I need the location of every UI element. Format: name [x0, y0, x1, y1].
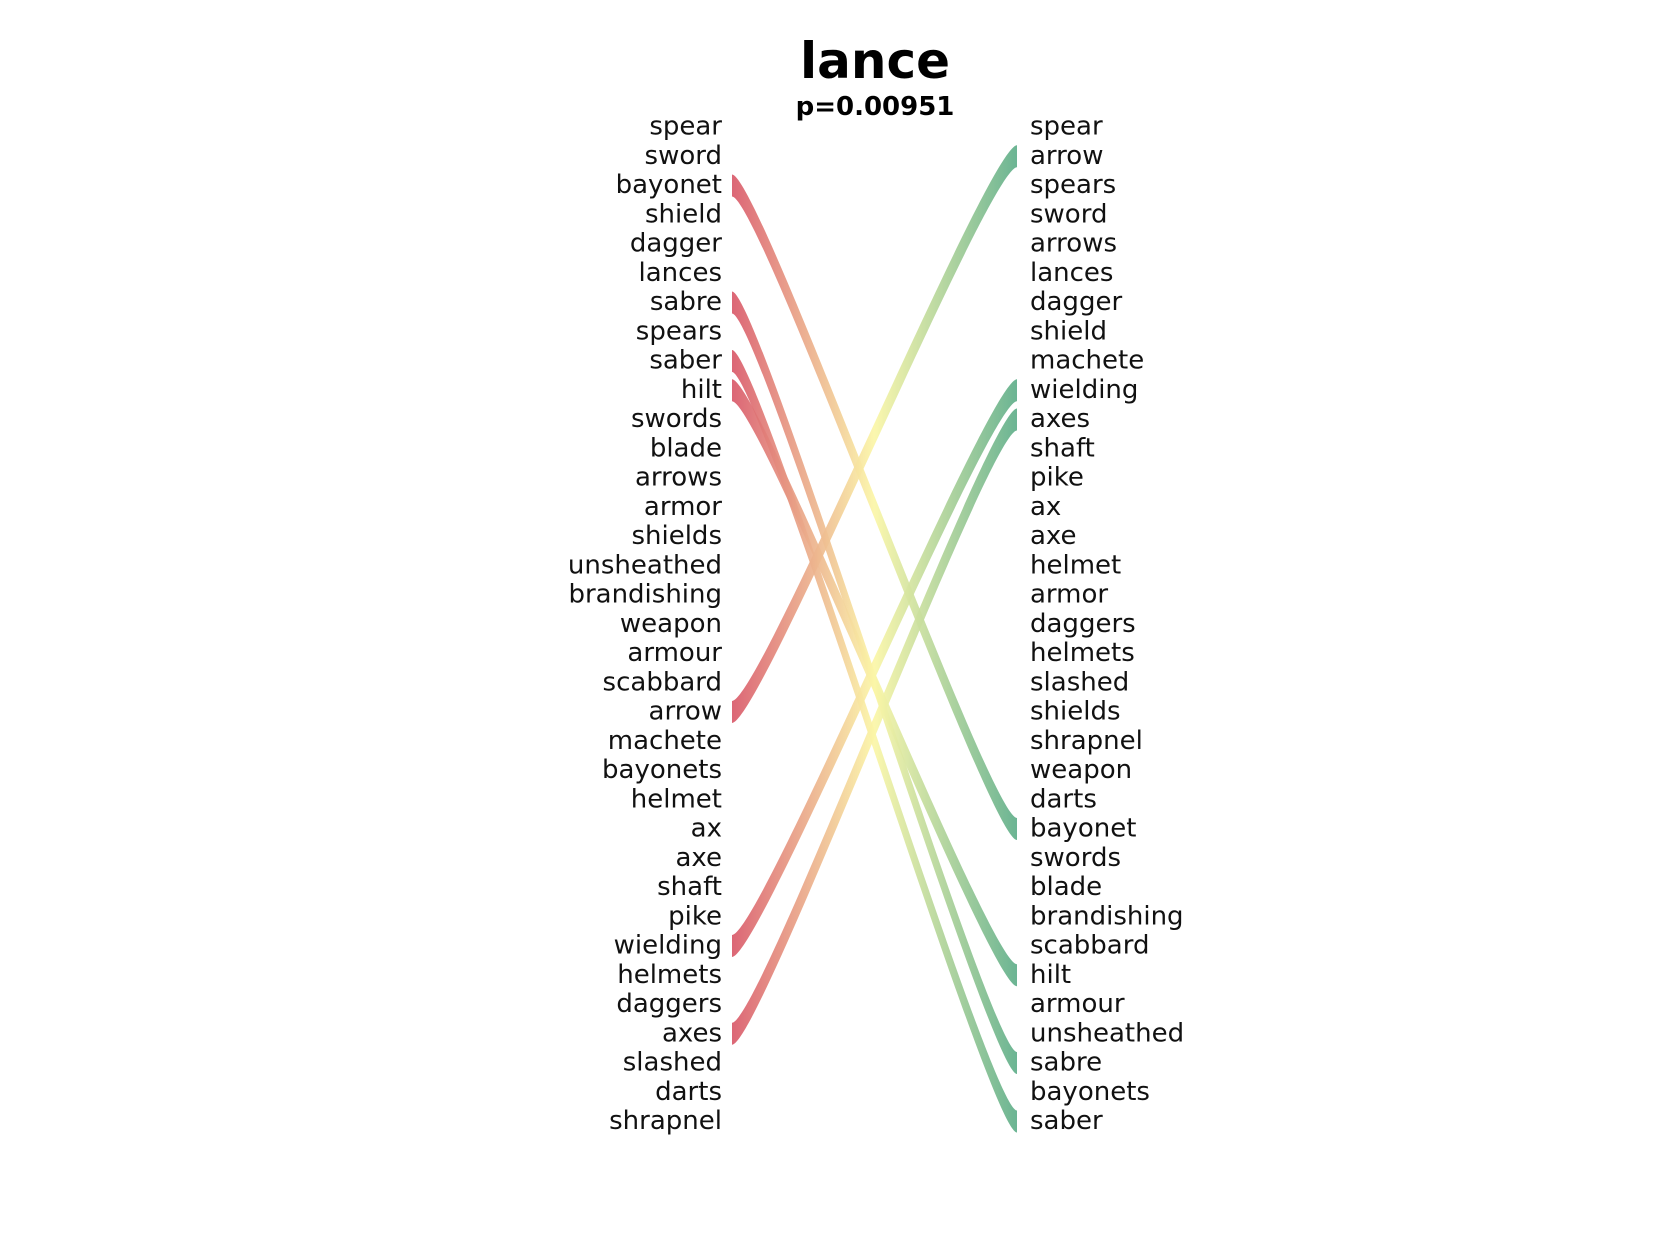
right-word-axes: axes: [1030, 404, 1090, 434]
left-word-pike: pike: [668, 901, 722, 931]
right-word-axe: axe: [1030, 521, 1077, 551]
left-word-weapon: weapon: [620, 609, 722, 639]
right-word-dagger: dagger: [1030, 287, 1122, 317]
right-word-arrow: arrow: [1030, 141, 1103, 171]
right-word-arrows: arrows: [1030, 229, 1117, 259]
left-word-slashed: slashed: [623, 1048, 722, 1078]
left-word-lances: lances: [639, 258, 722, 288]
left-word-spears: spears: [636, 316, 722, 346]
left-word-swords: swords: [631, 404, 722, 434]
left-word-scabbard: scabbard: [603, 667, 722, 697]
right-word-sabre: sabre: [1030, 1048, 1102, 1078]
right-word-hilt: hilt: [1030, 960, 1071, 990]
left-word-brandishing: brandishing: [568, 580, 722, 610]
right-word-pike: pike: [1030, 463, 1084, 493]
left-word-arrow: arrow: [649, 697, 722, 727]
right-word-weapon: weapon: [1030, 755, 1132, 785]
right-word-spear: spear: [1030, 112, 1103, 142]
ribbon-hilt: [732, 379, 1017, 987]
left-word-ax: ax: [691, 814, 722, 844]
left-word-daggers: daggers: [616, 989, 722, 1019]
right-word-slashed: slashed: [1030, 667, 1129, 697]
left-word-axes: axes: [662, 1018, 722, 1048]
right-word-darts: darts: [1030, 784, 1097, 814]
right-word-lances: lances: [1030, 258, 1113, 288]
right-word-column: speararrowspearsswordarrowslancesdaggers…: [1030, 112, 1184, 1137]
left-word-blade: blade: [650, 433, 722, 463]
left-word-wielding: wielding: [614, 931, 722, 961]
right-word-blade: blade: [1030, 872, 1102, 902]
left-word-bayonet: bayonet: [616, 170, 722, 200]
left-word-helmet: helmet: [631, 784, 722, 814]
left-word-hilt: hilt: [681, 375, 722, 405]
right-word-machete: machete: [1030, 346, 1144, 376]
left-word-armour: armour: [627, 638, 722, 668]
left-word-dagger: dagger: [630, 229, 722, 259]
left-word-sword: sword: [645, 141, 722, 171]
right-word-unsheathed: unsheathed: [1030, 1018, 1184, 1048]
left-word-shrapnel: shrapnel: [609, 1106, 722, 1136]
right-word-daggers: daggers: [1030, 609, 1136, 639]
right-word-helmets: helmets: [1030, 638, 1135, 668]
left-word-arrows: arrows: [635, 463, 722, 493]
left-word-helmets: helmets: [617, 960, 722, 990]
ribbon-arrow: [732, 145, 1017, 723]
right-word-brandishing: brandishing: [1030, 901, 1184, 931]
ribbons: [732, 145, 1017, 1133]
left-word-shield: shield: [645, 199, 722, 229]
right-word-saber: saber: [1030, 1106, 1103, 1136]
left-word-shields: shields: [631, 521, 722, 551]
right-word-shield: shield: [1030, 316, 1107, 346]
left-word-spear: spear: [649, 112, 722, 142]
right-word-shaft: shaft: [1030, 433, 1095, 463]
left-word-column: spearswordbayonetshielddaggerlancessabre…: [568, 112, 722, 1137]
right-word-armor: armor: [1030, 580, 1108, 610]
right-word-sword: sword: [1030, 199, 1107, 229]
left-word-darts: darts: [655, 1077, 722, 1107]
right-word-bayonets: bayonets: [1030, 1077, 1150, 1107]
left-word-bayonets: bayonets: [602, 755, 722, 785]
right-word-wielding: wielding: [1030, 375, 1138, 405]
right-word-scabbard: scabbard: [1030, 931, 1149, 961]
right-word-helmet: helmet: [1030, 550, 1121, 580]
left-word-axe: axe: [675, 843, 722, 873]
chart-subtitle: p=0.00951: [795, 92, 955, 122]
left-word-unsheathed: unsheathed: [568, 550, 722, 580]
right-word-bayonet: bayonet: [1030, 814, 1136, 844]
ribbon-saber: [732, 350, 1017, 1133]
ribbon-bayonet: [732, 174, 1017, 840]
left-word-shaft: shaft: [657, 872, 722, 902]
right-word-spears: spears: [1030, 170, 1116, 200]
right-word-shields: shields: [1030, 697, 1121, 727]
right-word-shrapnel: shrapnel: [1030, 726, 1143, 756]
right-word-swords: swords: [1030, 843, 1121, 873]
right-word-ax: ax: [1030, 492, 1061, 522]
right-word-armour: armour: [1030, 989, 1125, 1019]
left-word-sabre: sabre: [650, 287, 722, 317]
left-word-saber: saber: [649, 346, 722, 376]
chart-title: lance: [799, 32, 951, 90]
left-word-armor: armor: [644, 492, 722, 522]
ribbon-wielding: [732, 379, 1017, 957]
left-word-machete: machete: [608, 726, 722, 756]
ribbon-axes: [732, 408, 1017, 1045]
